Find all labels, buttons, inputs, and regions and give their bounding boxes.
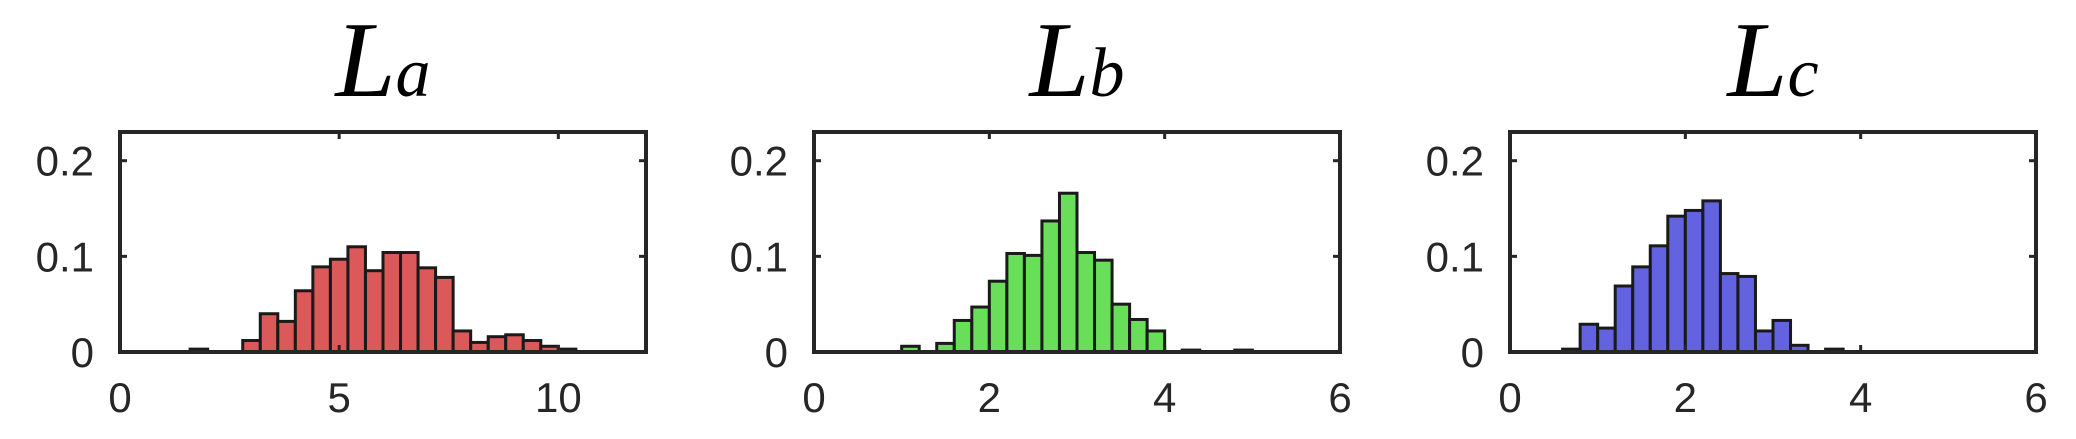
histogram-bar: [346, 245, 367, 354]
y-tick-label: 0.1: [36, 233, 94, 280]
axes-frame: [1508, 130, 2038, 354]
panel-title-subscript: a: [396, 35, 431, 112]
histogram-bar: [363, 269, 385, 354]
axes-frame: [812, 130, 1342, 354]
panel-title-subscript: b: [1090, 35, 1125, 112]
y-tick-label: 0.2: [730, 138, 788, 185]
panel-title-main: L: [333, 1, 395, 120]
histogram-bar: [1040, 219, 1061, 354]
histogram-bar: [1683, 208, 1705, 354]
x-tick-label: 0: [802, 374, 825, 421]
histogram-bar: [451, 329, 473, 354]
axes-frame: [118, 130, 648, 354]
histogram-bar: [328, 257, 350, 354]
y-tick-label: 0: [1461, 329, 1484, 376]
histogram-bar: [952, 318, 974, 354]
histogram-bar: [434, 275, 455, 354]
histogram-bar: [1093, 258, 1114, 354]
histogram-bar: [1145, 329, 1167, 354]
histogram-bar: [1110, 302, 1132, 354]
histogram-bar: [1648, 244, 1670, 354]
histogram-bar: [276, 319, 297, 354]
histogram-bar: [399, 251, 420, 354]
histogram-panel-b: 0 2 4 6 0 0.1 0.2 Lb: [730, 1, 1352, 421]
histogram-bar: [1596, 326, 1617, 354]
x-tick-label: 0: [1498, 374, 1521, 421]
histogram-bar: [258, 312, 280, 354]
histogram-bar: [416, 266, 438, 354]
y-tick-label: 0.1: [730, 233, 788, 280]
histogram-bar: [311, 265, 332, 354]
x-tick-label: 0: [108, 374, 131, 421]
x-tick-label: 5: [327, 374, 350, 421]
x-tick-label: 2: [1674, 374, 1697, 421]
histogram-bar: [1057, 191, 1079, 354]
y-tick-label: 0.2: [36, 138, 94, 185]
x-tick-label: 2: [978, 374, 1001, 421]
histogram-bar: [1718, 272, 1740, 354]
y-tick-label: 0.2: [1426, 138, 1484, 185]
x-tick-label: 6: [1328, 374, 1351, 421]
histogram-bar: [1578, 322, 1600, 354]
histogram-bar: [1613, 284, 1635, 354]
histogram-panel-c: 0 2 4 6 0 0.1 0.2 Lc: [1426, 1, 2048, 421]
histogram-bar: [1753, 329, 1775, 354]
histogram-bar: [1701, 199, 1722, 354]
panel-title-main: L: [1725, 1, 1787, 120]
histogram-bar: [1771, 318, 1793, 354]
panel-title: Lb: [1027, 1, 1124, 120]
x-tick-label: 6: [2024, 374, 2047, 421]
histogram-bar: [504, 333, 525, 354]
panel-title: Lc: [1725, 1, 1818, 120]
panel-title-subscript: c: [1788, 35, 1819, 112]
histogram-bar: [293, 289, 315, 354]
histogram-bar: [486, 335, 508, 354]
panel-title: La: [333, 1, 430, 120]
panel-title-main: L: [1027, 1, 1089, 120]
histogram-bar: [1736, 274, 1757, 354]
histogram-bar: [970, 305, 991, 354]
histogram-bar: [381, 251, 403, 354]
x-tick-label: 4: [1153, 374, 1176, 421]
histogram-bar: [1005, 251, 1026, 354]
x-tick-label: 10: [535, 374, 582, 421]
histogram-bar: [987, 279, 1009, 354]
histogram-bar: [1666, 214, 1687, 354]
histogram-bar: [1128, 317, 1149, 354]
y-tick-label: 0.1: [1426, 233, 1484, 280]
histogram-bar: [1075, 251, 1097, 354]
x-tick-label: 4: [1849, 374, 1872, 421]
histogram-bar: [1022, 253, 1044, 354]
y-tick-label: 0: [765, 329, 788, 376]
y-tick-label: 0: [71, 329, 94, 376]
histogram-bar: [1631, 265, 1652, 354]
histogram-panel-a: 0 5 10 0 0.1 0.2 La: [36, 1, 648, 421]
